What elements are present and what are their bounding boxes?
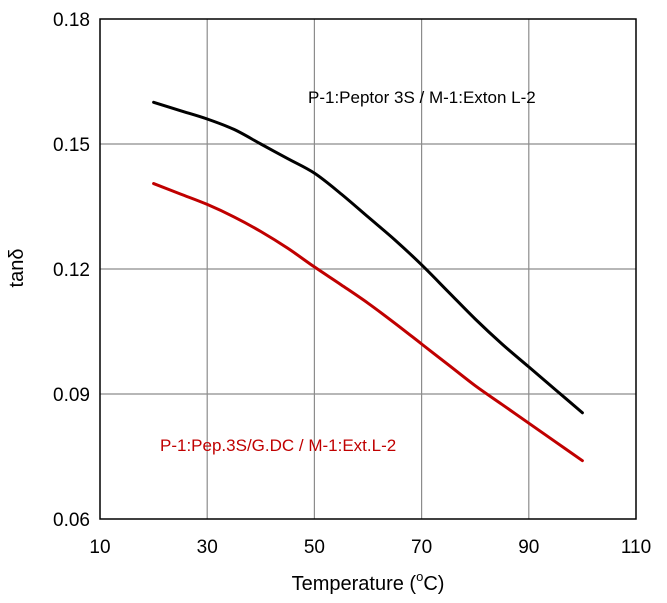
- y-tick-label: 0.06: [53, 510, 90, 531]
- y-axis-title: tanδ: [6, 249, 28, 288]
- x-tick-label: 50: [304, 537, 325, 558]
- x-axis-title: Temperature (oC): [292, 569, 445, 595]
- series-line-black: [152, 100, 584, 415]
- series-line-red: [152, 182, 584, 463]
- plot-frame: [99, 18, 637, 520]
- x-tick-labels: 10 30 50 70 90 110: [89, 537, 651, 558]
- x-tick-label: 10: [89, 537, 110, 558]
- x-tick-label: 30: [197, 537, 218, 558]
- y-tick-label: 0.12: [53, 260, 90, 281]
- y-tick-labels: 0.06 0.09 0.12 0.15 0.18: [53, 10, 90, 531]
- series-label-red: P-1:Pep.3S/G.DC / M-1:Ext.L-2: [160, 436, 396, 455]
- x-axis-title-superscript: o: [416, 569, 423, 584]
- series-layer: [152, 100, 584, 463]
- x-tick-label: 110: [621, 537, 651, 558]
- x-axis-title-unit: C): [423, 573, 444, 595]
- grid: [100, 19, 636, 519]
- series-label-black: P-1:Peptor 3S / M-1:Exton L-2: [308, 88, 536, 107]
- y-tick-label: 0.09: [53, 385, 90, 406]
- x-tick-label: 90: [518, 537, 539, 558]
- y-tick-label: 0.15: [53, 135, 90, 156]
- x-tick-label: 70: [411, 537, 432, 558]
- y-tick-label: 0.18: [53, 10, 90, 31]
- x-axis-title-main: Temperature (: [292, 573, 417, 595]
